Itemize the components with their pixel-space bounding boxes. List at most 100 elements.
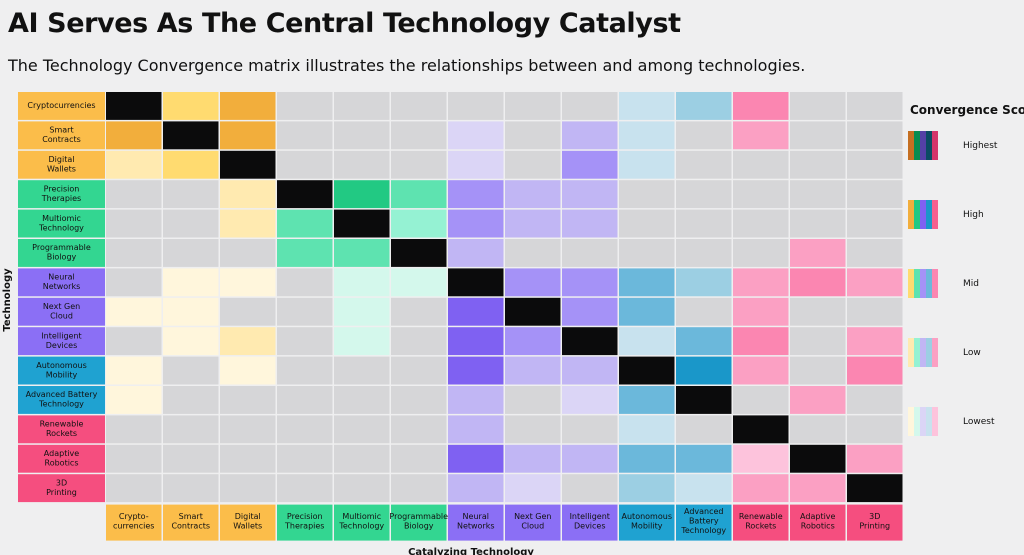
row-label: Biology (47, 253, 77, 262)
matrix-cell (334, 327, 390, 356)
matrix-cell (562, 150, 618, 179)
matrix-cell (391, 474, 447, 503)
matrix-cell (562, 444, 618, 473)
matrix-cell (391, 327, 447, 356)
matrix-cell (220, 386, 276, 414)
row-label: Cloud (50, 312, 73, 321)
matrix-cell (847, 356, 903, 385)
matrix-cell (790, 297, 846, 326)
legend-swatch (920, 407, 926, 436)
column-label-bg (448, 504, 504, 541)
matrix-cell (505, 239, 561, 267)
matrix-cell (334, 180, 390, 209)
matrix-cell (619, 474, 675, 503)
matrix-cell (448, 92, 504, 120)
matrix-cell (562, 239, 618, 267)
matrix-cell (106, 209, 162, 238)
matrix-cell (790, 92, 846, 120)
matrix-cell (391, 297, 447, 326)
column-label: Programmable (389, 512, 448, 521)
matrix-cell (163, 268, 219, 297)
matrix-cell (277, 386, 333, 414)
matrix-cell (277, 415, 333, 444)
matrix-cell (733, 356, 789, 385)
matrix-cell (619, 92, 675, 120)
column-label-bg (847, 504, 903, 541)
matrix-cell (733, 297, 789, 326)
matrix-cell (448, 209, 504, 238)
matrix-cell (220, 297, 276, 326)
matrix-cell (106, 386, 162, 414)
legend-swatch (920, 338, 926, 367)
matrix-cell (619, 180, 675, 209)
matrix-cell (163, 239, 219, 267)
matrix-cell (448, 239, 504, 267)
matrix-cell (676, 356, 732, 385)
matrix-cell (619, 444, 675, 473)
legend-swatch (932, 407, 938, 436)
row-label-bg (18, 209, 105, 238)
row-label: Autonomous (36, 361, 86, 370)
column-label: Technology (680, 526, 726, 535)
column-label-bg (562, 504, 618, 541)
matrix-cell (619, 297, 675, 326)
matrix-cell (676, 474, 732, 503)
matrix-cell (163, 327, 219, 356)
matrix-cell (619, 386, 675, 414)
matrix-cell (733, 268, 789, 297)
column-label: Battery (689, 517, 719, 526)
row-label: 3D (56, 478, 67, 487)
column-label: Adaptive (800, 512, 835, 521)
row-label: Advanced Battery (26, 390, 98, 399)
matrix-cell (847, 444, 903, 473)
legend-swatch (914, 269, 920, 298)
matrix-cell (391, 415, 447, 444)
matrix-cell (277, 444, 333, 473)
matrix-cell (562, 327, 618, 356)
column-label: 3D (869, 512, 880, 521)
matrix-cell (220, 209, 276, 238)
row-label-bg (18, 356, 105, 385)
column-label-bg (790, 504, 846, 541)
matrix-cell (220, 415, 276, 444)
matrix-cell (619, 121, 675, 150)
matrix-cell (676, 327, 732, 356)
matrix-cell (334, 474, 390, 503)
matrix-cell (847, 268, 903, 297)
matrix-cell (106, 474, 162, 503)
legend-swatch (914, 131, 920, 160)
matrix-cell (448, 327, 504, 356)
matrix-cell (619, 239, 675, 267)
matrix-cell (733, 327, 789, 356)
legend-swatch (932, 200, 938, 229)
column-label: Networks (457, 521, 495, 530)
matrix-cell (334, 121, 390, 150)
matrix-cell (733, 444, 789, 473)
matrix-cell (448, 386, 504, 414)
matrix-cell (334, 239, 390, 267)
matrix-cell (106, 180, 162, 209)
matrix-cell (106, 415, 162, 444)
matrix-cell (220, 121, 276, 150)
matrix-cell (391, 209, 447, 238)
matrix-cell (220, 239, 276, 267)
legend-swatch (920, 131, 926, 160)
matrix-cell (277, 239, 333, 267)
row-label: Mobility (46, 370, 78, 379)
column-label: Cloud (521, 521, 544, 530)
column-label-bg (334, 504, 390, 541)
matrix-cell (847, 92, 903, 120)
matrix-cell (163, 150, 219, 179)
matrix-cell (562, 415, 618, 444)
matrix-cell (619, 268, 675, 297)
matrix-cell (163, 356, 219, 385)
matrix-cell (220, 92, 276, 120)
matrix-cell (676, 121, 732, 150)
matrix-cell (220, 356, 276, 385)
matrix-cell (847, 415, 903, 444)
matrix-cell (790, 180, 846, 209)
legend: Convergence Score Highest High Mid Low Lowest (908, 103, 1024, 436)
row-label-bg (18, 386, 105, 414)
legend-swatch (914, 407, 920, 436)
matrix-cell (220, 327, 276, 356)
